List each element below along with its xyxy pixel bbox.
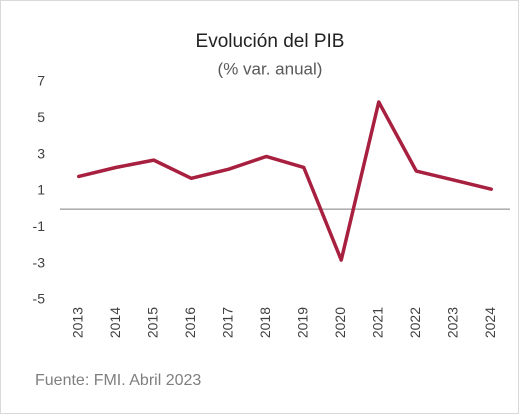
x-tick-label: 2013 (69, 307, 85, 338)
source-note: Fuente: FMI. Abril 2023 (35, 372, 201, 389)
x-tick-label: 2017 (219, 307, 235, 338)
x-tick-label: 2022 (407, 307, 423, 338)
y-tick-label: -5 (33, 291, 46, 307)
chart-subtitle: (% var. anual) (218, 59, 323, 78)
y-tick-label: 1 (37, 182, 45, 198)
y-tick-label: -1 (33, 218, 46, 234)
x-tick-label: 2020 (332, 307, 348, 338)
y-tick-label: 3 (37, 145, 45, 161)
y-tick-label: 5 (37, 109, 45, 125)
y-tick-label: 7 (37, 73, 45, 89)
x-tick-label: 2018 (257, 307, 273, 338)
x-tick-label: 2024 (482, 307, 498, 338)
data-line (77, 100, 493, 262)
y-tick-label: -3 (33, 254, 46, 270)
x-tick-label: 2021 (369, 307, 385, 338)
x-tick-label: 2019 (294, 307, 310, 338)
x-tick-label: 2023 (444, 307, 460, 338)
chart-title: Evolución del PIB (196, 31, 345, 52)
x-tick-label: 2014 (107, 307, 123, 338)
x-tick-label: 2016 (182, 307, 198, 338)
x-tick-label: 2015 (144, 307, 160, 338)
